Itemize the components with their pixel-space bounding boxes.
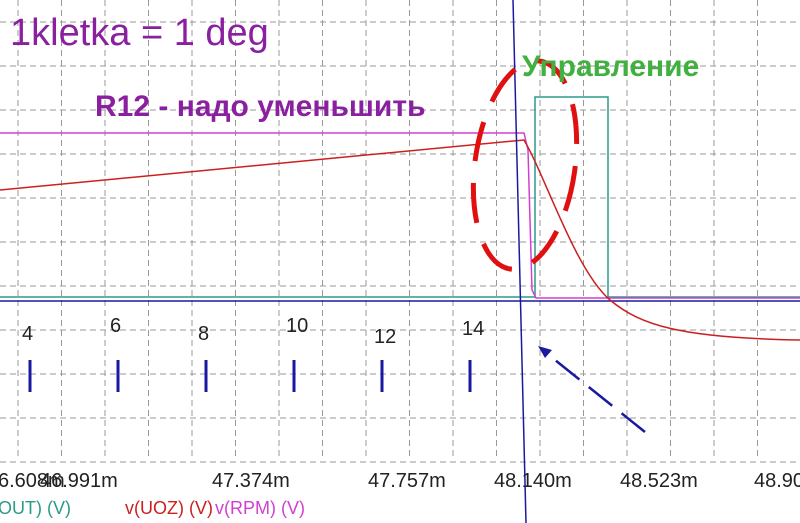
scale-note: 1kletka = 1 deg <box>10 12 269 54</box>
grid <box>0 0 800 463</box>
pointer-arrow <box>544 351 646 433</box>
uoz-trace <box>0 139 800 341</box>
marker-label: 10 <box>286 315 308 337</box>
legend-entry: OUT) (V) <box>0 498 71 518</box>
marker-label: 14 <box>462 318 484 340</box>
legend-entry: v(UOZ) (V) <box>125 498 213 518</box>
legend: OUT) (V) v(UOZ) (V) v(RPM) (V) <box>0 498 305 518</box>
marker-label: 12 <box>374 326 396 348</box>
marker-label: 6 <box>110 315 121 337</box>
x-tick-label: 48.90 <box>754 470 800 492</box>
x-tick-label: 6.608m <box>0 470 65 492</box>
x-tick-label: 47.374m <box>212 470 290 492</box>
x-tick-label: 48.523m <box>620 470 698 492</box>
x-tick-label: 46.991m <box>40 470 118 492</box>
cursor-vertical <box>512 0 527 523</box>
marker-label: 8 <box>198 323 209 345</box>
arrow-head <box>538 346 552 358</box>
x-tick-label: 47.757m <box>368 470 446 492</box>
highlight-ellipse <box>470 58 580 272</box>
out-trace <box>0 96 800 298</box>
markers: 4 6 8 10 12 14 <box>22 315 484 392</box>
r12-note: R12 - надо уменьшить <box>95 90 426 123</box>
x-tick-label: 48.140m <box>494 470 572 492</box>
rpm-trace <box>0 132 800 299</box>
marker-label: 4 <box>22 323 33 345</box>
control-label: Управление <box>522 50 699 83</box>
legend-entry: v(RPM) (V) <box>215 498 305 518</box>
